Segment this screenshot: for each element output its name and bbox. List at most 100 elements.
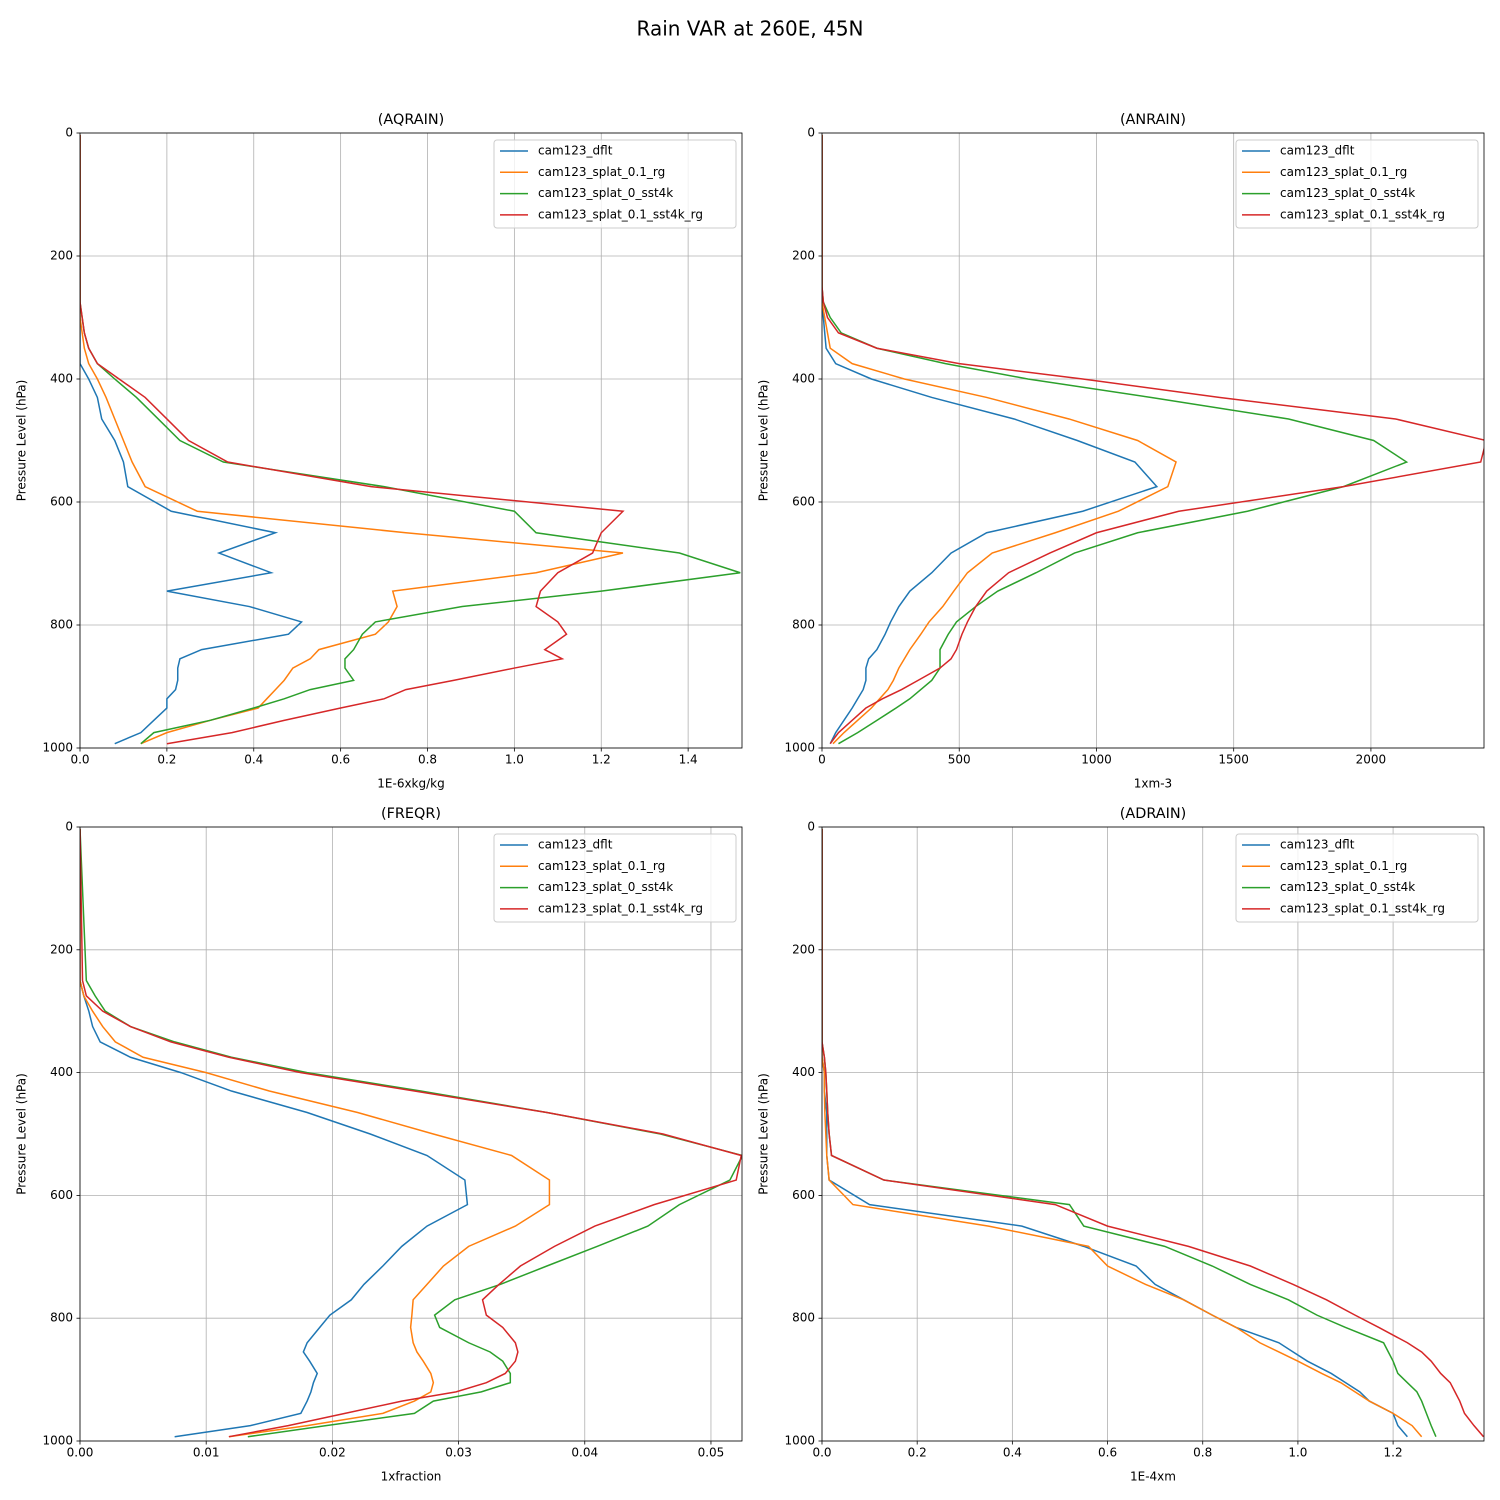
x-tick-label: 1.4 — [679, 753, 698, 767]
axes-title: (AQRAIN) — [378, 112, 444, 128]
legend-label: cam123_splat_0.1_sst4k_rg — [538, 901, 703, 915]
data-line — [822, 828, 1484, 1438]
subplot: 0.0 0.2 0.4 0.6 0.8 1.0 1.2 1.4 0 200 400 600 800 100… — [15, 112, 743, 791]
y-tick-label: 400 — [792, 372, 815, 386]
x-tick-label: 1500 — [1218, 753, 1249, 767]
y-tick-label: 0 — [807, 820, 815, 834]
legend-label: cam123_dflt — [538, 838, 613, 852]
x-tick-label: 0 — [818, 753, 826, 767]
axes-title: (ADRAIN) — [1120, 806, 1186, 822]
y-tick-label: 800 — [50, 1311, 73, 1325]
y-tick-label: 200 — [792, 249, 815, 263]
legend-box — [1235, 833, 1479, 923]
data-line — [822, 134, 1177, 745]
axes-frame — [79, 826, 743, 1442]
x-tick-label: 0.8 — [418, 753, 437, 767]
data-line — [80, 828, 469, 1438]
x-axis-label: 1xfraction — [381, 1470, 442, 1484]
legend: cam123_dflt cam123_splat_0.1_rg cam123_spl… — [493, 139, 737, 229]
y-tick-label: 1000 — [42, 1434, 73, 1448]
data-line — [822, 828, 1423, 1438]
legend-label: cam123_splat_0.1_rg — [538, 859, 665, 873]
y-tick-label: 200 — [50, 942, 73, 956]
legend-box — [493, 833, 737, 923]
y-tick-label: 600 — [50, 495, 73, 509]
y-tick-label: 400 — [50, 1065, 73, 1079]
legend-box — [1235, 139, 1479, 229]
legend-label: cam123_splat_0.1_sst4k_rg — [1280, 207, 1445, 221]
data-line — [80, 828, 742, 1438]
y-tick-label: 600 — [792, 495, 815, 509]
x-tick-label: 0.2 — [157, 753, 176, 767]
y-axis-label: Pressure Level (hPa) — [15, 380, 29, 502]
legend-label: cam123_splat_0.1_sst4k_rg — [1280, 901, 1445, 915]
legend-label: cam123_dflt — [538, 144, 613, 158]
data-line — [822, 828, 1437, 1437]
data-line — [80, 828, 551, 1438]
x-tick-label: 0.05 — [698, 1446, 725, 1460]
legend: cam123_dflt cam123_splat_0.1_rg cam123_spl… — [1235, 139, 1479, 229]
legend-label: cam123_splat_0.1_sst4k_rg — [538, 207, 703, 221]
y-axis-label: Pressure Level (hPa) — [757, 1073, 771, 1195]
y-tick-label: 400 — [792, 1065, 815, 1079]
legend-label: cam123_splat_0.1_rg — [1280, 165, 1407, 179]
y-axis-label: Pressure Level (hPa) — [15, 1073, 29, 1195]
y-tick-label: 0 — [65, 820, 73, 834]
x-tick-label: 0.04 — [571, 1446, 598, 1460]
legend-label: cam123_splat_0_sst4k — [538, 186, 673, 200]
data-line — [80, 134, 624, 745]
x-tick-label: 0.4 — [244, 753, 263, 767]
y-tick-label: 600 — [50, 1188, 73, 1202]
x-axis-label: 1E-6xkg/kg — [377, 777, 444, 791]
data-line — [822, 134, 1484, 745]
x-tick-label: 1.0 — [1288, 1446, 1307, 1460]
x-tick-label: 0.01 — [193, 1446, 220, 1460]
x-tick-label: 0.6 — [331, 753, 350, 767]
x-axis-label: 1xm-3 — [1134, 777, 1172, 791]
x-tick-label: 1.2 — [592, 753, 611, 767]
x-tick-label: 0.6 — [1098, 1446, 1117, 1460]
x-tick-label: 0.03 — [445, 1446, 472, 1460]
legend-label: cam123_splat_0.1_rg — [1280, 859, 1407, 873]
y-tick-label: 0 — [65, 126, 73, 140]
y-tick-label: 800 — [50, 618, 73, 632]
axes-frame — [821, 132, 1485, 749]
subplot: 0.0 0.2 0.4 0.6 0.8 1.0 1.2 0 200 400 600 800 1000 (A… — [757, 806, 1485, 1484]
x-tick-label: 2000 — [1356, 753, 1387, 767]
y-tick-label: 1000 — [42, 741, 73, 755]
data-line — [822, 828, 1408, 1438]
x-tick-label: 1000 — [1081, 753, 1112, 767]
axes-title: (FREQR) — [381, 806, 441, 822]
legend-label: cam123_splat_0_sst4k — [1280, 880, 1415, 894]
x-tick-label: 500 — [948, 753, 971, 767]
legend-label: cam123_splat_0.1_rg — [538, 165, 665, 179]
x-tick-label: 1.0 — [505, 753, 524, 767]
y-tick-label: 800 — [792, 1311, 815, 1325]
x-tick-label: 0.0 — [812, 1446, 831, 1460]
data-line — [822, 134, 1159, 745]
y-tick-label: 1000 — [784, 741, 815, 755]
y-tick-label: 200 — [50, 249, 73, 263]
x-tick-label: 0.8 — [1193, 1446, 1212, 1460]
x-tick-label: 0.4 — [1003, 1446, 1022, 1460]
figure-title: Rain VAR at 260E, 45N — [636, 17, 863, 41]
y-tick-label: 0 — [807, 126, 815, 140]
y-tick-label: 200 — [792, 942, 815, 956]
y-tick-label: 600 — [792, 1188, 815, 1202]
x-tick-label: 0.0 — [70, 753, 89, 767]
x-axis-label: 1E-4xm — [1130, 1470, 1176, 1484]
y-axis-label: Pressure Level (hPa) — [757, 380, 771, 502]
y-tick-label: 400 — [50, 372, 73, 386]
y-tick-label: 800 — [792, 618, 815, 632]
axes-title: (ANRAIN) — [1120, 112, 1186, 128]
axes-frame — [821, 826, 1485, 1442]
legend-box — [493, 139, 737, 229]
legend-label: cam123_splat_0_sst4k — [1280, 186, 1415, 200]
legend-label: cam123_splat_0_sst4k — [538, 880, 673, 894]
legend-label: cam123_dflt — [1280, 838, 1355, 852]
legend-label: cam123_dflt — [1280, 144, 1355, 158]
x-tick-label: 0.00 — [67, 1446, 94, 1460]
x-tick-label: 0.02 — [319, 1446, 346, 1460]
x-tick-label: 0.2 — [908, 1446, 927, 1460]
